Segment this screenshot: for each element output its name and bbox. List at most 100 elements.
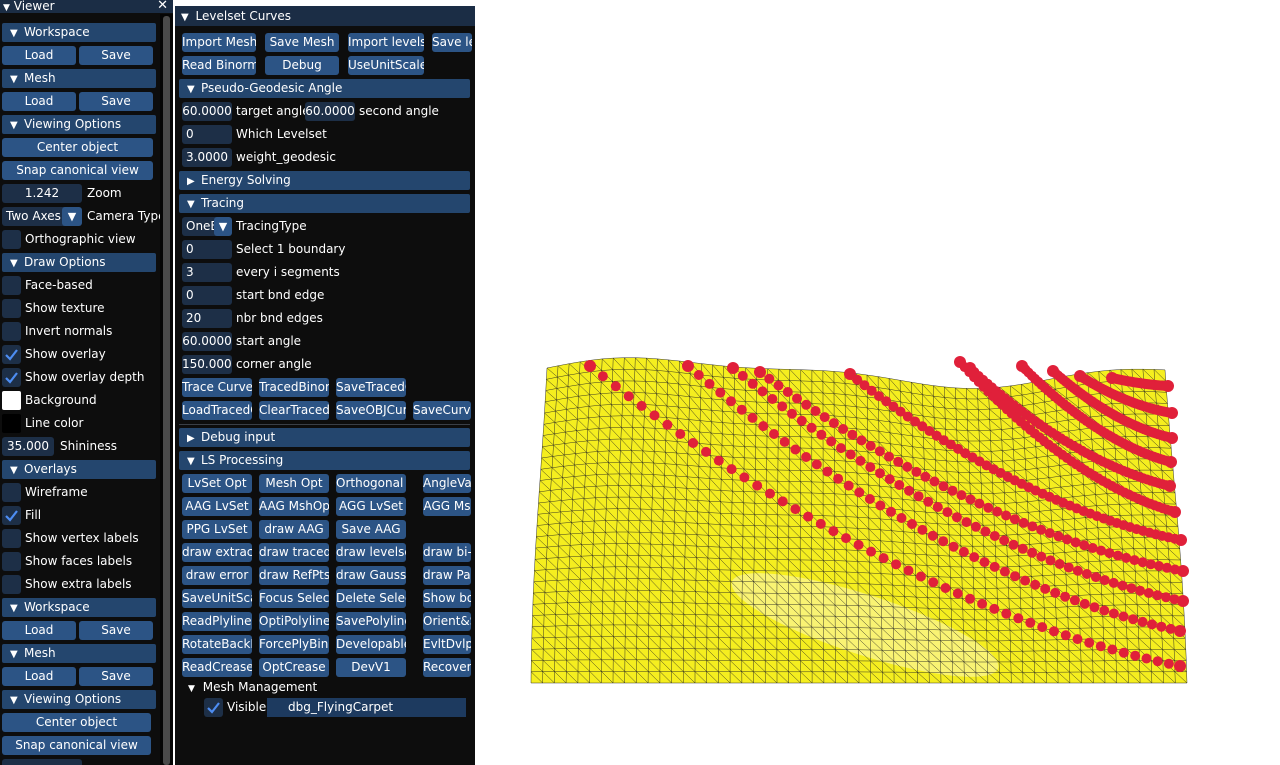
- save-curve-button[interactable]: SaveCurve: [413, 401, 471, 420]
- fill-checkbox[interactable]: [2, 506, 21, 525]
- ls-button-0-0[interactable]: LvSet Opt: [182, 474, 252, 493]
- show-overlay-checkbox[interactable]: [2, 345, 21, 364]
- ls-button-1-2[interactable]: AGG LvSet: [336, 497, 406, 516]
- debug-button[interactable]: Debug: [265, 56, 339, 75]
- start-bnd-edge-field[interactable]: 0: [182, 286, 232, 305]
- start-angle-field[interactable]: 60.0000: [182, 332, 232, 351]
- save-obj-curves-button[interactable]: SaveOBJCurv: [336, 401, 406, 420]
- dropdown-arrow-icon[interactable]: ▼: [214, 217, 232, 236]
- ls-processing-header[interactable]: ▼ LS Processing: [179, 451, 470, 470]
- mesh-management-header[interactable]: ▼ Mesh Management: [188, 680, 318, 694]
- zoom-field[interactable]: 1.242: [2, 184, 82, 203]
- ls-button-1-3[interactable]: AGG Ms: [423, 497, 471, 516]
- viewer-scrollbar[interactable]: [160, 14, 173, 765]
- draw-options-header[interactable]: ▼ Draw Options: [2, 253, 156, 272]
- viewing-options-header-2[interactable]: ▼ Viewing Options: [2, 690, 156, 709]
- show-vertex-labels-checkbox[interactable]: [2, 529, 21, 548]
- ls-button-7-1[interactable]: ForcePlyBinn: [259, 635, 329, 654]
- center-object-button-2[interactable]: Center object: [2, 713, 151, 732]
- save-traced-curves-button[interactable]: SaveTracedC: [336, 378, 406, 397]
- show-texture-checkbox[interactable]: [2, 299, 21, 318]
- snap-canonical-view-button[interactable]: Snap canonical view: [2, 161, 153, 180]
- orthographic-view-checkbox[interactable]: [2, 230, 21, 249]
- viewing-options-header[interactable]: ▼ Viewing Options: [2, 115, 156, 134]
- ls-button-2-1[interactable]: draw AAG: [259, 520, 329, 539]
- ls-button-0-2[interactable]: Orthogonal LS: [336, 474, 406, 493]
- line-color-swatch[interactable]: [2, 414, 21, 433]
- energy-solving-header[interactable]: ▶ Energy Solving: [179, 171, 470, 190]
- tracing-type-select[interactable]: OneE ▼: [182, 217, 232, 236]
- ls-button-7-3[interactable]: EvltDvlp: [423, 635, 471, 654]
- close-icon[interactable]: ✕: [157, 0, 168, 13]
- ls-button-4-0[interactable]: draw error: [182, 566, 252, 585]
- ls-button-2-2[interactable]: Save AAG: [336, 520, 406, 539]
- read-binormals-button[interactable]: Read Binorma: [182, 56, 256, 75]
- collapse-icon[interactable]: ▼: [3, 3, 10, 13]
- save-levelset-button[interactable]: Save le: [432, 33, 472, 52]
- workspace-header-2[interactable]: ▼ Workspace: [2, 598, 156, 617]
- workspace-load-button[interactable]: Load: [2, 46, 76, 65]
- ls-button-4-1[interactable]: draw RefPts: [259, 566, 329, 585]
- ls-button-2-0[interactable]: PPG LvSet: [182, 520, 252, 539]
- ls-button-7-2[interactable]: DevelopableS: [336, 635, 406, 654]
- center-object-button[interactable]: Center object: [2, 138, 153, 157]
- zoom-field-partial[interactable]: [2, 759, 82, 765]
- mesh-viewport[interactable]: [475, 0, 1280, 765]
- ls-button-6-3[interactable]: Orient&Sav: [423, 612, 471, 631]
- visible-checkbox[interactable]: [204, 698, 223, 717]
- snap-canonical-view-button-2[interactable]: Snap canonical view: [2, 736, 151, 755]
- ls-button-8-1[interactable]: OptCrease: [259, 658, 329, 677]
- collapse-icon[interactable]: ▼: [181, 12, 189, 23]
- ls-button-3-3[interactable]: draw bi-no: [423, 543, 471, 562]
- mesh-load-button-2[interactable]: Load: [2, 667, 76, 686]
- debug-input-header[interactable]: ▶ Debug input: [179, 428, 470, 447]
- levelset-titlebar[interactable]: ▼ Levelset Curves: [175, 6, 475, 26]
- ls-button-6-1[interactable]: OptiPolylines: [259, 612, 329, 631]
- ls-button-6-2[interactable]: SavePolyline:: [336, 612, 406, 631]
- background-color-swatch[interactable]: [2, 391, 21, 410]
- show-extra-labels-checkbox[interactable]: [2, 575, 21, 594]
- save-mesh-button[interactable]: Save Mesh: [265, 33, 339, 52]
- ls-button-1-0[interactable]: AAG LvSet: [182, 497, 252, 516]
- corner-angle-field[interactable]: 150.0000: [182, 355, 232, 374]
- every-segments-field[interactable]: 3: [182, 263, 232, 282]
- trace-curves-button[interactable]: Trace Curves: [182, 378, 252, 397]
- import-mesh-button[interactable]: Import Mesh: [182, 33, 256, 52]
- shininess-field[interactable]: 35.000: [2, 437, 54, 456]
- mesh-save-button[interactable]: Save: [79, 92, 153, 111]
- dropdown-arrow-icon[interactable]: ▼: [62, 207, 82, 226]
- ls-button-5-1[interactable]: Focus Selecte: [259, 589, 329, 608]
- viewer-scrollbar-thumb[interactable]: [163, 16, 170, 765]
- nbr-bnd-edges-field[interactable]: 20: [182, 309, 232, 328]
- traced-binormals-button[interactable]: TracedBinorr: [259, 378, 329, 397]
- select-boundary-field[interactable]: 0: [182, 240, 232, 259]
- show-faces-labels-checkbox[interactable]: [2, 552, 21, 571]
- ls-button-3-2[interactable]: draw levelset: [336, 543, 406, 562]
- pseudo-geodesic-header[interactable]: ▼ Pseudo-Geodesic Angle: [179, 79, 470, 98]
- show-overlay-depth-checkbox[interactable]: [2, 368, 21, 387]
- use-unit-scale-button[interactable]: UseUnitScaleM: [348, 56, 424, 75]
- overlays-header[interactable]: ▼ Overlays: [2, 460, 156, 479]
- viewer-titlebar[interactable]: ▼ Viewer ✕: [0, 0, 173, 13]
- mesh-load-button[interactable]: Load: [2, 92, 76, 111]
- ls-button-0-3[interactable]: AngleVa: [423, 474, 471, 493]
- load-traced-curves-button[interactable]: LoadTracedC: [182, 401, 252, 420]
- ls-button-8-3[interactable]: RecoverEn: [423, 658, 471, 677]
- ls-button-3-1[interactable]: draw traced: [259, 543, 329, 562]
- ls-button-6-0[interactable]: ReadPlylines: [182, 612, 252, 631]
- wireframe-checkbox[interactable]: [2, 483, 21, 502]
- mesh-header-2[interactable]: ▼ Mesh: [2, 644, 156, 663]
- workspace-load-button-2[interactable]: Load: [2, 621, 76, 640]
- ls-button-3-0[interactable]: draw extracte: [182, 543, 252, 562]
- mesh-header[interactable]: ▼ Mesh: [2, 69, 156, 88]
- second-angle-field[interactable]: 60.0000: [305, 102, 355, 121]
- workspace-header[interactable]: ▼ Workspace: [2, 23, 156, 42]
- ls-button-5-2[interactable]: Delete Select: [336, 589, 406, 608]
- mesh-save-button-2[interactable]: Save: [79, 667, 153, 686]
- workspace-save-button[interactable]: Save: [79, 46, 153, 65]
- workspace-save-button-2[interactable]: Save: [79, 621, 153, 640]
- ls-button-5-3[interactable]: Show bour: [423, 589, 471, 608]
- ls-button-0-1[interactable]: Mesh Opt: [259, 474, 329, 493]
- face-based-checkbox[interactable]: [2, 276, 21, 295]
- camera-type-select[interactable]: Two Axes ▼: [2, 207, 82, 226]
